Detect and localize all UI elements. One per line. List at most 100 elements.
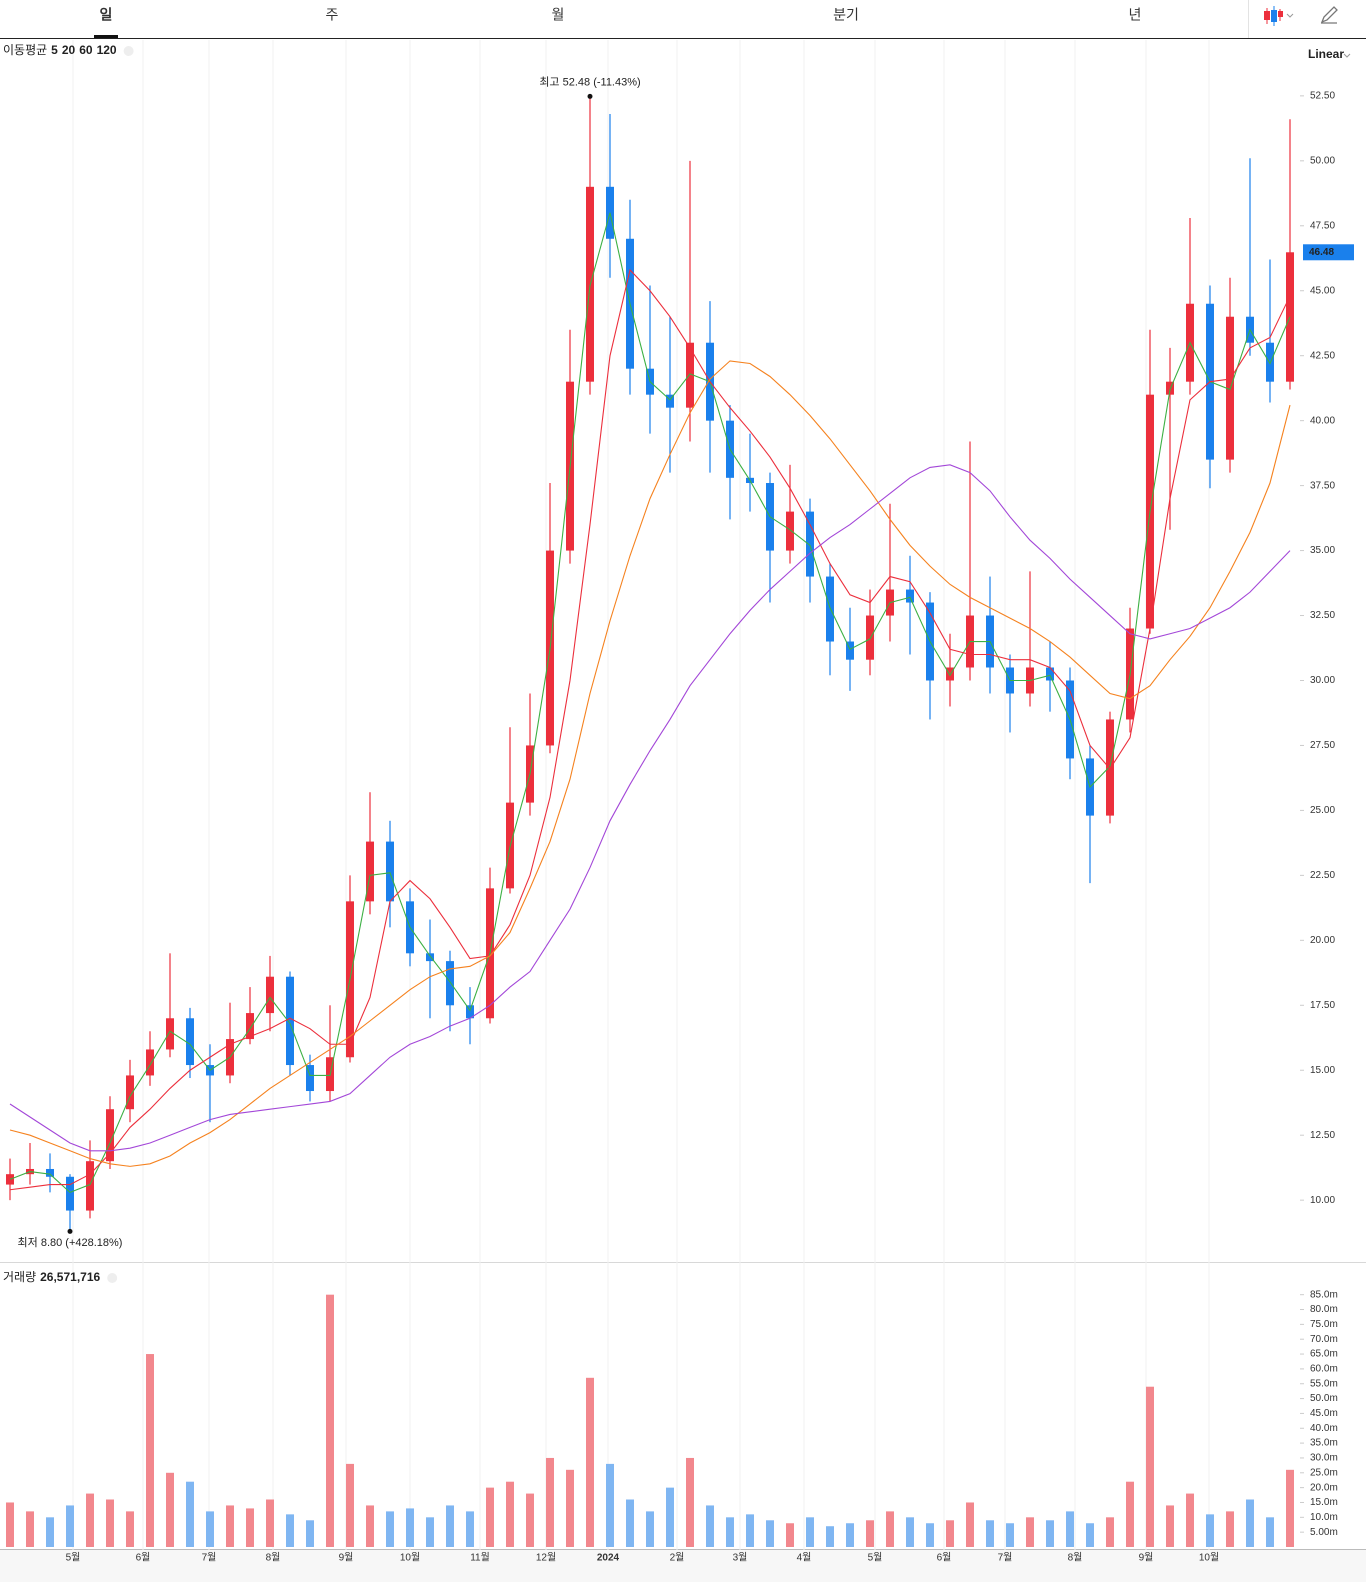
volume-bar — [26, 1511, 34, 1547]
legend-title: 이동평균 — [3, 43, 47, 57]
candle-body — [1106, 719, 1114, 816]
annotation: 최저 8.80 (+428.18%) — [18, 1236, 123, 1249]
candle-body — [686, 342, 694, 408]
candle-body — [186, 1018, 194, 1066]
y-tick-label: 45.00 — [1310, 285, 1335, 296]
candle-body — [826, 576, 834, 642]
x-tick-label: 2024 — [597, 1553, 620, 1564]
volume-bar — [686, 1457, 694, 1547]
candle-body — [786, 511, 794, 551]
volume-bar — [1086, 1523, 1094, 1547]
volume-bar — [126, 1511, 134, 1547]
candle-body — [246, 1013, 254, 1040]
volume-bar — [86, 1493, 94, 1547]
volume-bar — [386, 1511, 394, 1547]
labels: 일 주 월 분기 년 5월 6월 7월 8월 9월 10월 11월 12월 2024 2월 3월 4월 5월 6월 7… — [3, 7, 1354, 1564]
volume-bar — [1066, 1511, 1074, 1547]
volume-bar — [6, 1502, 14, 1547]
tab-underline — [94, 35, 118, 38]
extreme-point — [587, 93, 593, 99]
y-tick-label: 20.0m — [1310, 1482, 1338, 1493]
candle-body — [846, 641, 854, 660]
volume-bar — [1106, 1517, 1114, 1547]
volume-bar — [246, 1508, 254, 1547]
volume-current: 26,571,716 — [40, 1270, 100, 1284]
y-tick-label: 40.00 — [1310, 415, 1335, 426]
volume-bar — [1226, 1511, 1234, 1547]
extreme-point — [67, 1228, 73, 1234]
tab[interactable]: 년 — [1129, 7, 1142, 23]
y-tick-label: 60.0m — [1310, 1364, 1338, 1375]
volume-bar — [46, 1517, 54, 1547]
candle-body — [1046, 667, 1054, 681]
x-tick-label: 4월 — [797, 1552, 812, 1564]
candle-body — [666, 394, 674, 408]
x-tick-label: 8월 — [266, 1552, 281, 1564]
x-tick-label: 9월 — [339, 1552, 354, 1564]
tab[interactable]: 일 — [100, 7, 113, 23]
candle-body — [366, 841, 374, 902]
candle-body — [386, 841, 394, 902]
volume-bar — [846, 1523, 854, 1547]
legend-entry[interactable]: 60 — [79, 43, 93, 57]
volume-bar — [1206, 1514, 1214, 1547]
y-tick-label: 25.00 — [1310, 805, 1335, 816]
icon-caret — [1286, 13, 1294, 18]
volume-bar — [766, 1520, 774, 1547]
y-tick-label: 50.00 — [1310, 155, 1335, 166]
volume-bar — [286, 1514, 294, 1547]
volume-bar — [866, 1520, 874, 1547]
y-tick-label: 65.0m — [1310, 1349, 1338, 1360]
current-price-tag — [1303, 244, 1354, 261]
legend-entry[interactable]: 5 — [51, 43, 58, 57]
volume-close[interactable] — [107, 1273, 118, 1283]
volume-bar — [1046, 1520, 1054, 1547]
tab[interactable]: 월 — [552, 7, 565, 23]
y-tick-label: 27.50 — [1310, 740, 1335, 751]
volume-bar — [586, 1377, 594, 1547]
x-tick-label: 11월 — [470, 1552, 490, 1564]
x-tick-label: 6월 — [136, 1552, 151, 1564]
candle-body — [146, 1049, 154, 1076]
volume-bar — [446, 1505, 454, 1547]
y-tick-label: 70.0m — [1310, 1334, 1338, 1345]
candle-body — [906, 589, 914, 603]
legend-entry[interactable]: 20 — [62, 43, 76, 57]
x-tick-label: 7월 — [202, 1552, 217, 1564]
chart-type-icon[interactable] — [1264, 6, 1294, 26]
candle-body — [806, 511, 814, 577]
moving-average-line — [9, 360, 1291, 1167]
y-tick-label: 30.00 — [1310, 675, 1335, 686]
y-tick-label: 25.0m — [1310, 1467, 1338, 1478]
volume-bar — [1006, 1523, 1014, 1547]
volume-bar — [606, 1463, 614, 1547]
volume-bar — [106, 1499, 114, 1547]
edit-icon[interactable] — [1320, 6, 1338, 24]
y-tick-label: 75.0m — [1310, 1319, 1338, 1330]
tab[interactable]: 주 — [326, 7, 339, 23]
volume-bar — [426, 1517, 434, 1547]
x-tick-label: 8월 — [1068, 1552, 1083, 1564]
y-tick-label: 42.50 — [1310, 350, 1335, 361]
x-tick-label: 5월 — [868, 1552, 883, 1564]
volume-bar — [526, 1493, 534, 1547]
x-tick-label: 2월 — [670, 1552, 685, 1564]
candle-body — [306, 1065, 314, 1092]
volume-bar — [306, 1520, 314, 1547]
candle-body — [126, 1075, 134, 1110]
volume-bar — [1266, 1517, 1274, 1547]
legend-entry[interactable]: 120 — [97, 43, 117, 57]
x-tick-label: 6월 — [937, 1552, 952, 1564]
legend-close[interactable] — [123, 46, 134, 56]
scale-mode[interactable]: Linear — [1308, 47, 1344, 61]
candle-body — [166, 1018, 174, 1050]
volume-bar — [666, 1487, 674, 1547]
volume-bar — [546, 1457, 554, 1547]
tab[interactable]: 분기 — [833, 7, 859, 23]
volume-bar — [746, 1514, 754, 1547]
volume-bar — [146, 1354, 154, 1547]
volume-bar — [966, 1502, 974, 1547]
y-tick-label: 5.00m — [1310, 1527, 1338, 1538]
icon-body — [1264, 11, 1270, 20]
